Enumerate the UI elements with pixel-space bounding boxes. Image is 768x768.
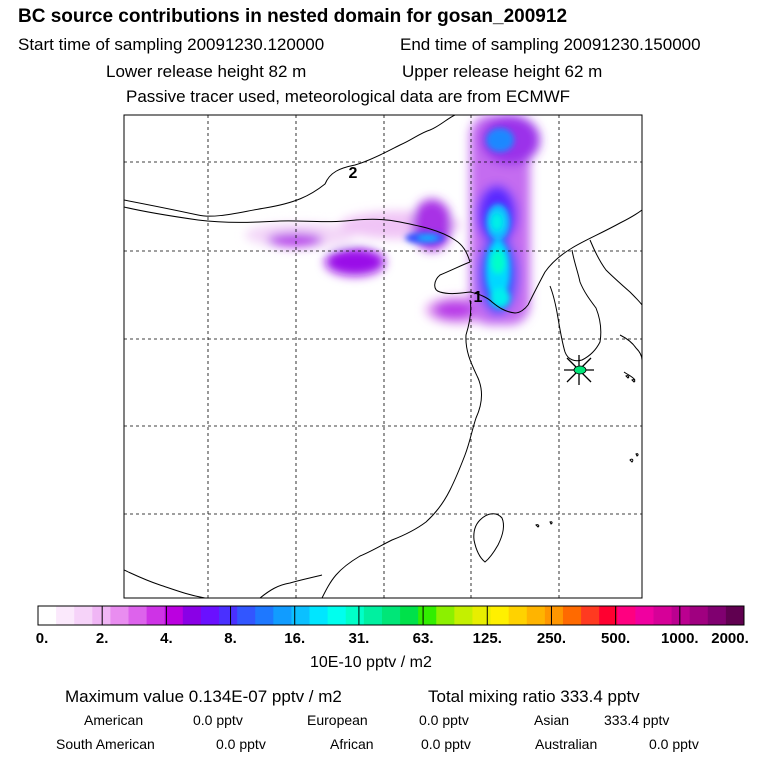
region-value-european: 0.0 pptv — [419, 712, 469, 728]
cb-tick-10: 1000. — [661, 630, 699, 647]
region-value-african: 0.0 pptv — [421, 736, 471, 752]
colorbar-swatch — [725, 606, 745, 625]
region-name-american: American — [84, 712, 144, 728]
receptor-star-icon — [564, 355, 594, 385]
end-sampling-time: End time of sampling 20091230.150000 — [400, 35, 701, 54]
concentration-core — [405, 128, 514, 308]
colorbar-swatch — [508, 606, 528, 625]
cb-tick-11: 2000. — [711, 630, 749, 647]
maximum-value: Maximum value 0.134E-07 pptv / m2 — [65, 687, 342, 706]
region-name-asian: Asian — [534, 712, 570, 728]
map-frame — [123, 114, 643, 599]
colorbar-frame — [37, 605, 745, 626]
colorbar-swatch — [110, 606, 129, 625]
cb-tick-3: 8. — [224, 630, 237, 647]
upper-release-height: Upper release height 62 m — [402, 62, 603, 81]
colorbar-swatch — [200, 606, 220, 625]
colorbar-swatch — [291, 606, 310, 625]
coastlines — [124, 115, 642, 598]
colorbar-swatch — [653, 606, 672, 625]
region-name-south-american: South American — [56, 736, 155, 752]
colorbar-swatch — [327, 606, 347, 625]
cb-tick-7: 125. — [472, 630, 502, 647]
colorbar-swatch — [635, 606, 654, 625]
colorbar-swatch — [436, 606, 455, 625]
tracer-info: Passive tracer used, meteorological data… — [126, 87, 571, 106]
colorbar-swatch — [599, 606, 618, 625]
cb-tick-4: 16. — [284, 630, 306, 647]
colorbar-swatch — [345, 606, 365, 625]
cb-tick-6: 63. — [412, 630, 434, 647]
colorbar-swatch — [454, 606, 473, 625]
cb-tick-9: 500. — [601, 630, 631, 647]
colorbar-swatch — [92, 606, 111, 625]
colorbar-swatch — [363, 606, 383, 625]
colorbar-swatch — [128, 606, 148, 625]
region-name-european: European — [307, 712, 368, 728]
start-sampling-time: Start time of sampling 20091230.120000 — [18, 35, 325, 54]
colorbar-swatch — [544, 606, 564, 625]
colorbar-swatch — [164, 606, 184, 625]
release-label-1: 1 — [474, 289, 483, 306]
region-value-asian: 333.4 pptv — [604, 712, 670, 728]
colorbar-swatch — [418, 606, 437, 625]
plot-title: BC source contributions in nested domain… — [18, 6, 568, 27]
colorbar-swatch — [273, 606, 292, 625]
colorbar-swatch — [562, 606, 582, 625]
colorbar-swatch — [581, 606, 600, 625]
region-value-australian: 0.0 pptv — [649, 736, 699, 752]
colorbar-swatch — [472, 606, 491, 625]
colorbar-swatch — [381, 606, 401, 625]
colorbar-swatch — [689, 606, 709, 625]
colorbar-swatch — [526, 606, 546, 625]
release-label-2: 2 — [349, 165, 358, 182]
colorbar-swatch — [74, 606, 93, 625]
region-value-south-american: 0.0 pptv — [216, 736, 266, 752]
graticule — [124, 115, 642, 598]
cb-tick-8: 250. — [536, 630, 567, 647]
colorbar-swatch — [309, 606, 329, 625]
colorbar-units: 10E-10 pptv / m2 — [310, 654, 432, 671]
colorbar — [37, 605, 745, 626]
colorbar-swatch — [617, 606, 636, 625]
region-name-african: African — [330, 736, 374, 752]
colorbar-swatch — [38, 606, 57, 625]
colorbar-swatch — [219, 606, 238, 625]
colorbar-swatch — [237, 606, 256, 625]
total-mixing-ratio: Total mixing ratio 333.4 pptv — [428, 687, 640, 706]
colorbar-swatch — [671, 606, 691, 625]
colorbar-swatch — [490, 606, 510, 625]
lower-release-height: Lower release height 82 m — [106, 62, 307, 81]
cb-tick-2: 4. — [160, 630, 173, 647]
region-value-american: 0.0 pptv — [193, 712, 243, 728]
colorbar-swatch — [707, 606, 727, 625]
colorbar-swatch — [56, 606, 75, 625]
colorbar-swatch — [400, 606, 419, 625]
colorbar-swatch — [255, 606, 274, 625]
cb-tick-1: 2. — [95, 630, 109, 647]
region-name-australian: Australian — [535, 736, 598, 752]
colorbar-swatch — [182, 606, 202, 625]
colorbar-swatch — [146, 606, 166, 625]
cb-tick-0: 0. — [35, 630, 49, 647]
cb-tick-5: 31. — [348, 630, 370, 647]
